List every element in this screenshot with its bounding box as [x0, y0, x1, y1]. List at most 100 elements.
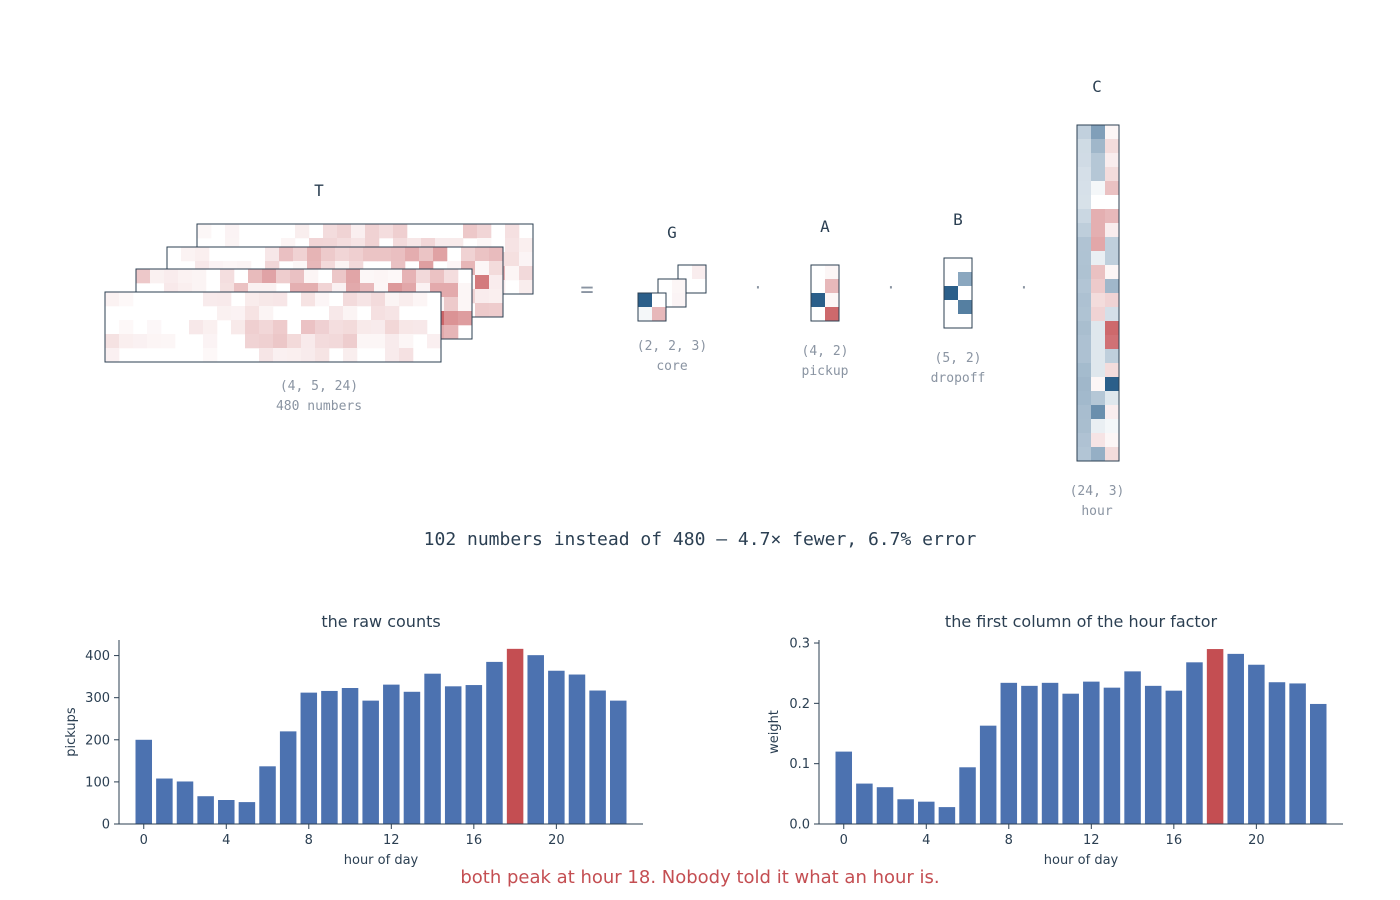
- tensor-cell: [489, 275, 504, 290]
- factor-c-matrix-cell: [1077, 237, 1091, 251]
- equals-sign: =: [580, 278, 594, 303]
- factor-c-matrix-cell: [1105, 265, 1119, 279]
- bar: [424, 673, 441, 824]
- tensor-cell: [150, 269, 165, 284]
- tensor-cell: [461, 247, 476, 262]
- factor-c-matrix-cell: [1091, 419, 1105, 433]
- tensor-cell: [346, 269, 361, 284]
- factor-c-matrix-cell: [1077, 223, 1091, 237]
- factor-c-matrix-cell: [1077, 363, 1091, 377]
- bar: [1062, 693, 1079, 824]
- tensor-cell: [505, 266, 520, 281]
- core-slice-1: [637, 292, 667, 322]
- y-tick-label: 0.0: [789, 818, 810, 833]
- tensor-cell: [136, 269, 151, 284]
- tensor-cell: [245, 320, 260, 335]
- factor-c-shape: (24, 3) hour: [1070, 482, 1125, 522]
- factor-a-matrix-cell: [825, 279, 839, 293]
- bar: [341, 688, 359, 824]
- factor-c-matrix-cell: [1091, 405, 1105, 419]
- tensor-cell: [475, 303, 490, 318]
- tensor-cell: [444, 311, 459, 326]
- tensor-cell: [335, 247, 350, 262]
- factor-g-shape-text: (2, 2, 3): [636, 339, 708, 354]
- bar: [589, 690, 606, 824]
- factor-g-label: G: [667, 223, 677, 242]
- tensor-cell: [388, 269, 403, 284]
- tensor-cell: [217, 292, 232, 307]
- factor-c-matrix-cell: [1105, 335, 1119, 349]
- tensor-cell: [161, 334, 176, 349]
- tensor-cell: [287, 334, 302, 349]
- tensor-cell: [416, 269, 431, 284]
- factor-b-note: dropoff: [930, 371, 986, 386]
- x-tick-label: 16: [1166, 833, 1183, 848]
- factor-b-matrix-border: [943, 257, 973, 329]
- factor-a-matrix-cell: [811, 293, 825, 307]
- bar: [568, 674, 586, 824]
- tensor-cell: [505, 238, 520, 253]
- bar: [1083, 681, 1100, 824]
- tensor-cell: [351, 224, 366, 239]
- bar: [197, 796, 214, 824]
- tensor-cell: [245, 292, 260, 307]
- tensor-cell: [329, 334, 344, 349]
- caption: both peak at hour 18. Nobody told it wha…: [460, 867, 940, 888]
- tensor-cell: [444, 269, 459, 284]
- factor-c-matrix-cell: [1077, 139, 1091, 153]
- bar: [548, 670, 565, 824]
- factor-c-matrix-cell: [1077, 321, 1091, 335]
- factor-b-shape-text: (5, 2): [934, 351, 982, 366]
- tensor-cell: [105, 348, 120, 363]
- tensor-cell: [399, 320, 414, 335]
- core-slice-1-cell: [638, 293, 652, 307]
- chart-2-title: the first column of the hour factor: [944, 612, 1218, 631]
- tensor-cell: [259, 292, 274, 307]
- tensor-t-shape: (4, 5, 24) 480 numbers: [276, 377, 362, 417]
- tensor-cell: [385, 320, 400, 335]
- tensor-cell: [519, 252, 534, 267]
- bar: [279, 731, 297, 824]
- x-axis-label: hour of day: [344, 853, 419, 868]
- factor-a-matrix-border: [810, 264, 840, 322]
- bar: [218, 800, 235, 824]
- factor-c-matrix-cell: [1105, 321, 1119, 335]
- tensor-cell: [245, 306, 260, 321]
- factor-c-matrix-cell: [1077, 265, 1091, 279]
- tensor-cell: [343, 306, 358, 321]
- y-tick-label: 200: [85, 733, 110, 748]
- tensor-cell: [427, 334, 442, 349]
- tensor-cell: [259, 306, 274, 321]
- tensor-cell: [385, 334, 400, 349]
- bar: [1144, 685, 1162, 824]
- tensor-cell: [519, 266, 534, 281]
- factor-c-matrix-cell: [1091, 125, 1105, 139]
- factor-c-matrix-cell: [1091, 195, 1105, 209]
- bar: [609, 700, 627, 824]
- factor-b-matrix: [943, 257, 973, 329]
- factor-c-matrix-cell: [1077, 125, 1091, 139]
- tensor-t-label: T: [314, 181, 324, 200]
- x-tick-label: 12: [1083, 833, 1100, 848]
- tensor-cell: [133, 334, 148, 349]
- tensor-cell: [332, 269, 347, 284]
- tensor-cell: [287, 348, 302, 363]
- tensor-cell: [371, 320, 386, 335]
- tensor-cell: [489, 247, 504, 262]
- tensor-cell: [489, 303, 504, 318]
- factor-a-label: A: [820, 217, 830, 236]
- tensor-cell: [371, 292, 386, 307]
- factor-c-matrix-cell: [1077, 307, 1091, 321]
- tensor-cell: [329, 320, 344, 335]
- tensor-cell: [463, 224, 478, 239]
- tensor-cell: [385, 306, 400, 321]
- tensor-cell: [301, 348, 316, 363]
- bar: [238, 802, 256, 824]
- factor-c-matrix-cell: [1091, 447, 1105, 461]
- tensor-cell: [477, 224, 492, 239]
- x-tick-label: 0: [140, 833, 148, 848]
- factor-c-matrix-cell: [1105, 181, 1119, 195]
- y-tick-label: 0.3: [789, 637, 810, 652]
- factor-c-matrix-cell: [1077, 293, 1091, 307]
- tensor-cell: [399, 292, 414, 307]
